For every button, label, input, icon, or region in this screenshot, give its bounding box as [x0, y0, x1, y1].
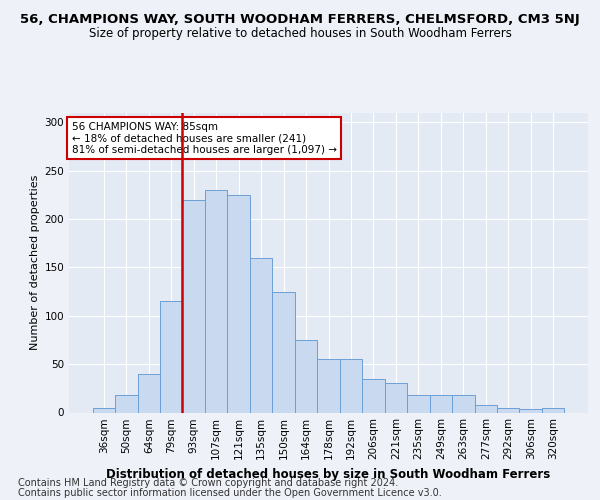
X-axis label: Distribution of detached houses by size in South Woodham Ferrers: Distribution of detached houses by size …: [106, 468, 551, 481]
Bar: [160, 301, 182, 412]
Bar: [317, 360, 340, 412]
Bar: [250, 258, 272, 412]
Bar: [115, 395, 137, 412]
Text: 56, CHAMPIONS WAY, SOUTH WOODHAM FERRERS, CHELMSFORD, CM3 5NJ: 56, CHAMPIONS WAY, SOUTH WOODHAM FERRERS…: [20, 12, 580, 26]
Bar: [430, 395, 452, 412]
Bar: [340, 360, 362, 412]
Bar: [520, 408, 542, 412]
Text: Contains HM Land Registry data © Crown copyright and database right 2024.: Contains HM Land Registry data © Crown c…: [18, 478, 398, 488]
Bar: [542, 408, 565, 412]
Bar: [205, 190, 227, 412]
Bar: [137, 374, 160, 412]
Bar: [475, 405, 497, 412]
Bar: [497, 408, 520, 412]
Bar: [385, 384, 407, 412]
Y-axis label: Number of detached properties: Number of detached properties: [30, 175, 40, 350]
Bar: [362, 378, 385, 412]
Text: 56 CHAMPIONS WAY: 85sqm
← 18% of detached houses are smaller (241)
81% of semi-d: 56 CHAMPIONS WAY: 85sqm ← 18% of detache…: [71, 122, 337, 154]
Bar: [295, 340, 317, 412]
Text: Contains public sector information licensed under the Open Government Licence v3: Contains public sector information licen…: [18, 488, 442, 498]
Bar: [182, 200, 205, 412]
Bar: [227, 195, 250, 412]
Bar: [272, 292, 295, 412]
Text: Size of property relative to detached houses in South Woodham Ferrers: Size of property relative to detached ho…: [89, 28, 511, 40]
Bar: [92, 408, 115, 412]
Bar: [407, 395, 430, 412]
Bar: [452, 395, 475, 412]
